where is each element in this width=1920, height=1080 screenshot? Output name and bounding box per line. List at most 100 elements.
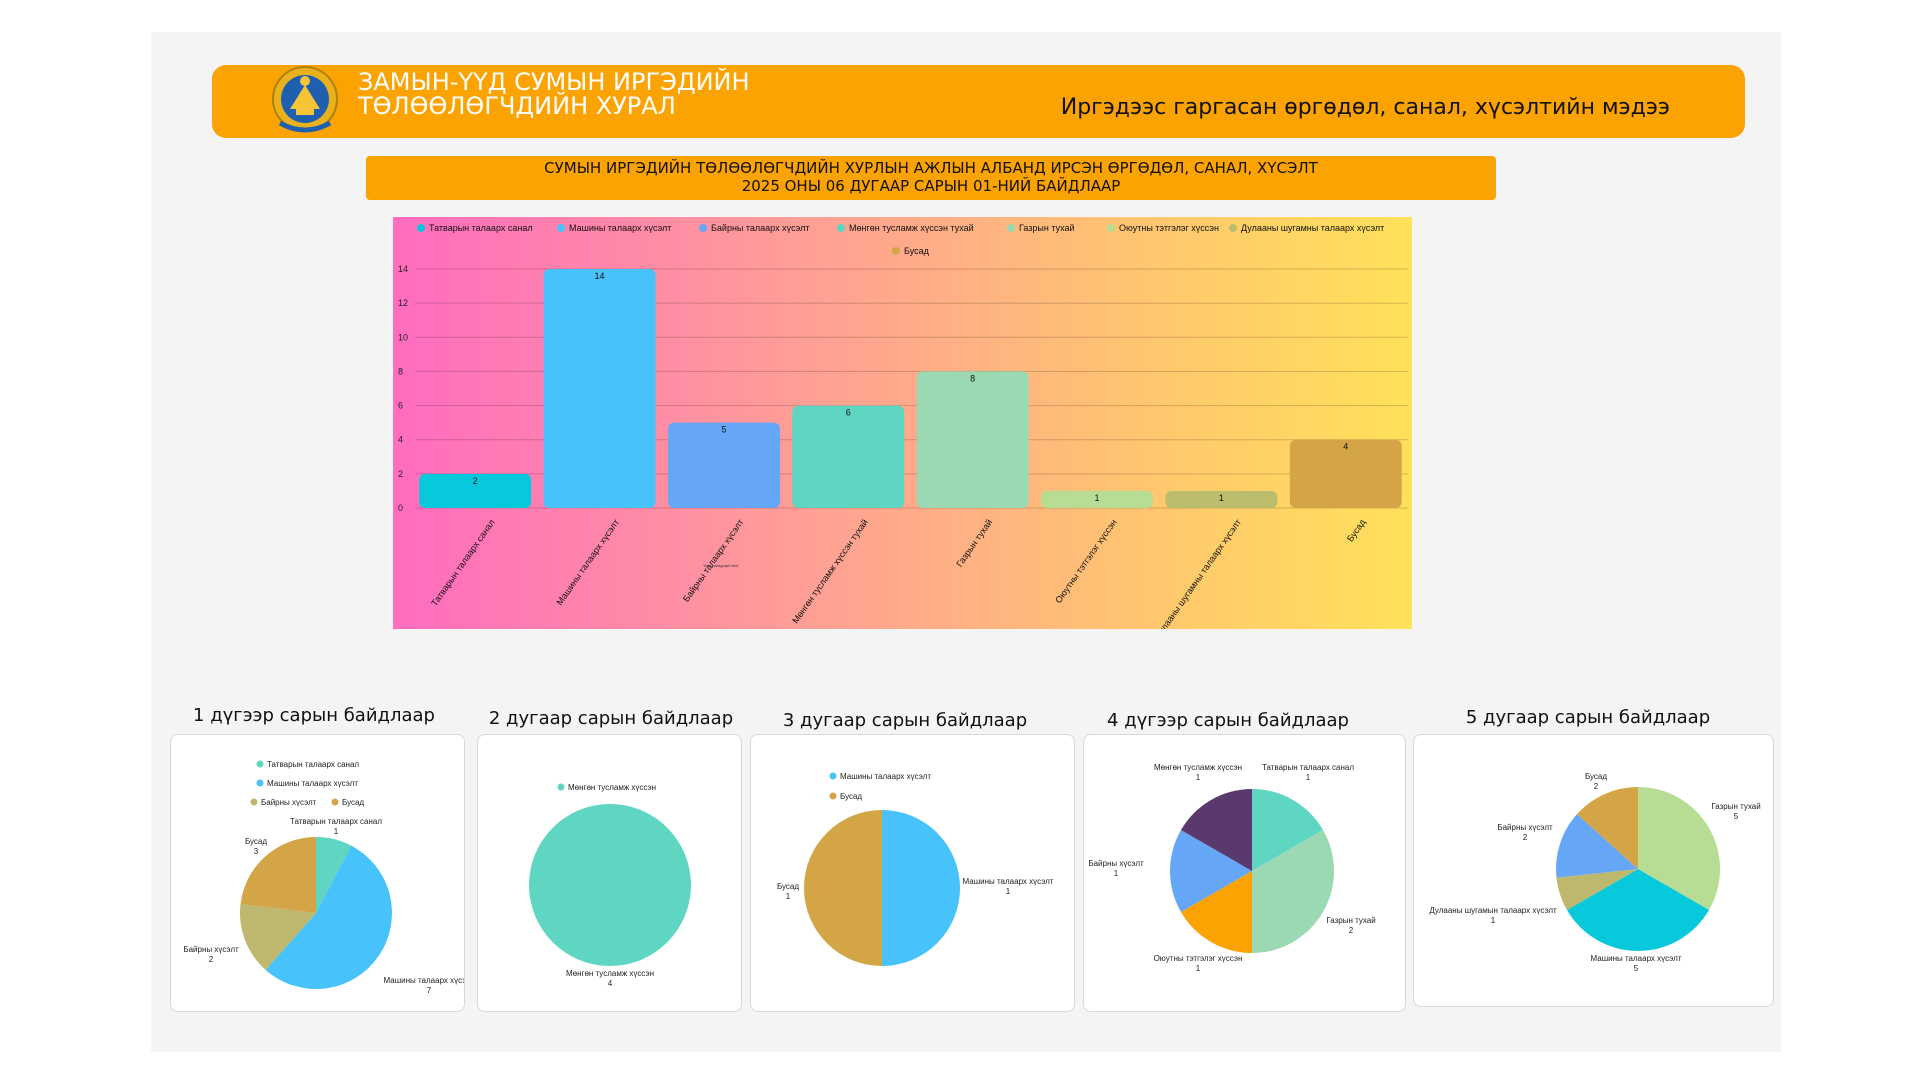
- slice-value: 1: [334, 827, 339, 836]
- slice-label: Байрны хүсэлт: [1497, 823, 1553, 832]
- legend-swatch: [1007, 224, 1015, 232]
- legend-swatch: [250, 798, 258, 806]
- slice-value: 3: [254, 847, 259, 856]
- pie-chart-title: 4 дүгээр сарын байдлаар: [1107, 710, 1349, 731]
- bar: [1041, 490, 1154, 508]
- pie-chart-title: 1 дүгээр сарын байдлаар: [193, 705, 435, 726]
- bar-value-label: 4: [1343, 442, 1348, 452]
- pie-slice: [1180, 871, 1252, 953]
- bar: [419, 473, 532, 508]
- pie-chart-card: Газрын тухай 5 Машины талаарх хүсэлт 5 Дулаа…: [1413, 734, 1774, 1007]
- y-tick-label: 14: [398, 264, 408, 274]
- legend-swatch: [829, 792, 837, 800]
- x-tick-label: Бусад: [1345, 517, 1368, 544]
- mongolia-state-emblem-icon: [272, 66, 338, 133]
- header-banner: ЗАМЫН-ҮҮД СУМЫН ИРГЭДИЙН ТӨЛӨӨЛӨГЧДИЙН Х…: [212, 65, 1745, 138]
- pie-chart-title: 3 дугаар сарын байдлаар: [782, 710, 1028, 731]
- legend-label: Бусад: [904, 246, 930, 256]
- bar-chart: Татварын талаарх санал Машины талаарх хүс…: [398, 223, 1408, 629]
- chart-annotation: Your paragraph text: [703, 563, 739, 568]
- legend-swatch: [256, 779, 264, 787]
- pie-slice: [240, 903, 316, 970]
- y-tick-label: 6: [398, 401, 403, 411]
- chart-subtitle-banner: СУМЫН ИРГЭДИЙН ТӨЛӨӨЛӨГЧДИЙН ХУРЛЫН АЖЛЫ…: [366, 156, 1496, 200]
- slice-label: Бусад: [1585, 772, 1607, 781]
- bar-value-label: 1: [1219, 493, 1224, 503]
- pie-chart: Татварын талаарх санал Машины талаарх хүс…: [183, 760, 464, 995]
- legend-swatch: [331, 798, 339, 806]
- slice-label: Татварын талаарх санал: [1262, 763, 1354, 772]
- pie-chart-card: Мөнгөн тусламж хүссэн Мөнгөн тусламж хүсс…: [477, 734, 742, 1012]
- x-tick-label: Мөнгөн тусламж хүссэн тухай: [790, 517, 870, 625]
- x-tick-label: Байрны талаарх хүсэлт: [681, 517, 746, 603]
- slice-value: 1: [1306, 773, 1311, 782]
- pie-chart: Машины талаарх хүсэлт Бусад Машины талаарх…: [777, 772, 1054, 966]
- slice-value: 2: [1523, 833, 1528, 842]
- pie-slice: [240, 837, 316, 913]
- legend-swatch: [1229, 224, 1237, 232]
- legend-swatch: [1107, 224, 1115, 232]
- legend-label: Дулааны шугамны талаарх хүсэлт: [1241, 223, 1384, 233]
- pie-slice: [882, 810, 960, 966]
- slice-label: Бусад: [245, 837, 267, 846]
- bar-value-label: 6: [846, 408, 851, 418]
- legend-label: Татварын талаарх санал: [429, 223, 533, 233]
- y-tick-label: 2: [398, 469, 403, 479]
- legend-swatch: [892, 247, 900, 255]
- slice-value: 5: [1634, 964, 1639, 973]
- bar: [1165, 490, 1278, 508]
- slice-label: Машины талаарх хүсэлт: [963, 877, 1054, 886]
- bar-chart-panel: Татварын талаарх санал Машины талаарх хүс…: [393, 217, 1412, 629]
- legend-label: Мөнгөн тусламж хүссэн: [568, 783, 656, 792]
- legend-label: Бусад: [840, 792, 862, 801]
- pie-slice: [1180, 789, 1252, 871]
- subtitle-line2: 2025 ОНЫ 06 ДУГААР САРЫН 01-НИЙ БАЙДЛААР: [741, 177, 1121, 195]
- bar: [916, 371, 1029, 508]
- slice-label: Байрны хүсэлт: [1088, 859, 1144, 868]
- pie-slice: [1252, 830, 1334, 953]
- bar-value-label: 5: [721, 425, 726, 435]
- org-name-line1: ЗАМЫН-ҮҮД СУМЫН ИРГЭДИЙН: [358, 68, 750, 96]
- bar: [667, 422, 780, 508]
- slice-label: Мөнгөн тусламж хүссэн: [1154, 763, 1242, 772]
- legend-label: Байрны хүсэлт: [261, 798, 317, 807]
- bar-value-label: 2: [473, 476, 478, 486]
- legend-label: Оюутны тэтгэлэг хүссэн: [1119, 223, 1219, 233]
- pie-slice: [1638, 787, 1720, 910]
- pie-chart: Мөнгөн тусламж хүссэн Мөнгөн тусламж хүсс…: [529, 783, 691, 988]
- bar-value-label: 14: [595, 271, 605, 281]
- pie-slice: [316, 837, 352, 913]
- slice-value: 1: [1006, 887, 1011, 896]
- slice-label: Дулааны шугамын талаарх хүсэлт: [1429, 906, 1557, 915]
- slice-label: Оюутны тэтгэлэг хүссэн: [1154, 954, 1243, 963]
- legend-label: Байрны талаарх хүсэлт: [711, 223, 809, 233]
- pie-slice: [1577, 787, 1638, 869]
- y-tick-label: 8: [398, 366, 403, 376]
- pie-slice: [1556, 869, 1638, 910]
- slice-label: Машины талаарх хүсэлт: [1591, 954, 1682, 963]
- y-tick-label: 10: [398, 332, 408, 342]
- x-tick-label: Оюутны тэтгэлэг хүссэн: [1053, 517, 1119, 605]
- slice-value: 5: [1734, 812, 1739, 821]
- pie-chart-title: 5 дугаар сарын байдлаар: [1465, 707, 1711, 728]
- pie-slice: [529, 804, 691, 966]
- bar-value-label: 1: [1095, 493, 1100, 503]
- slice-label: Газрын тухай: [1326, 916, 1375, 925]
- pie-slice: [1170, 830, 1252, 912]
- legend-swatch: [837, 224, 845, 232]
- slice-label: Байрны хүсэлт: [183, 945, 239, 954]
- slice-value: 1: [786, 892, 791, 901]
- slice-value: 4: [608, 979, 613, 988]
- slice-label: Бусад: [777, 882, 799, 891]
- legend-label: Мөнгөн тусламж хүссэн тухай: [849, 223, 974, 233]
- slice-value: 2: [209, 955, 214, 964]
- slice-value: 1: [1491, 916, 1496, 925]
- slice-value: 2: [1594, 782, 1599, 791]
- pie-chart-card: Татварын талаарх санал 1 Газрын тухай 2 Оюут…: [1083, 734, 1406, 1012]
- slice-label: Татварын талаарх санал: [290, 817, 382, 826]
- bar-value-label: 8: [970, 373, 975, 383]
- slice-value: 1: [1196, 773, 1201, 782]
- org-name-line2: ТӨЛӨӨЛӨГЧДИЙН ХУРАЛ: [358, 92, 676, 120]
